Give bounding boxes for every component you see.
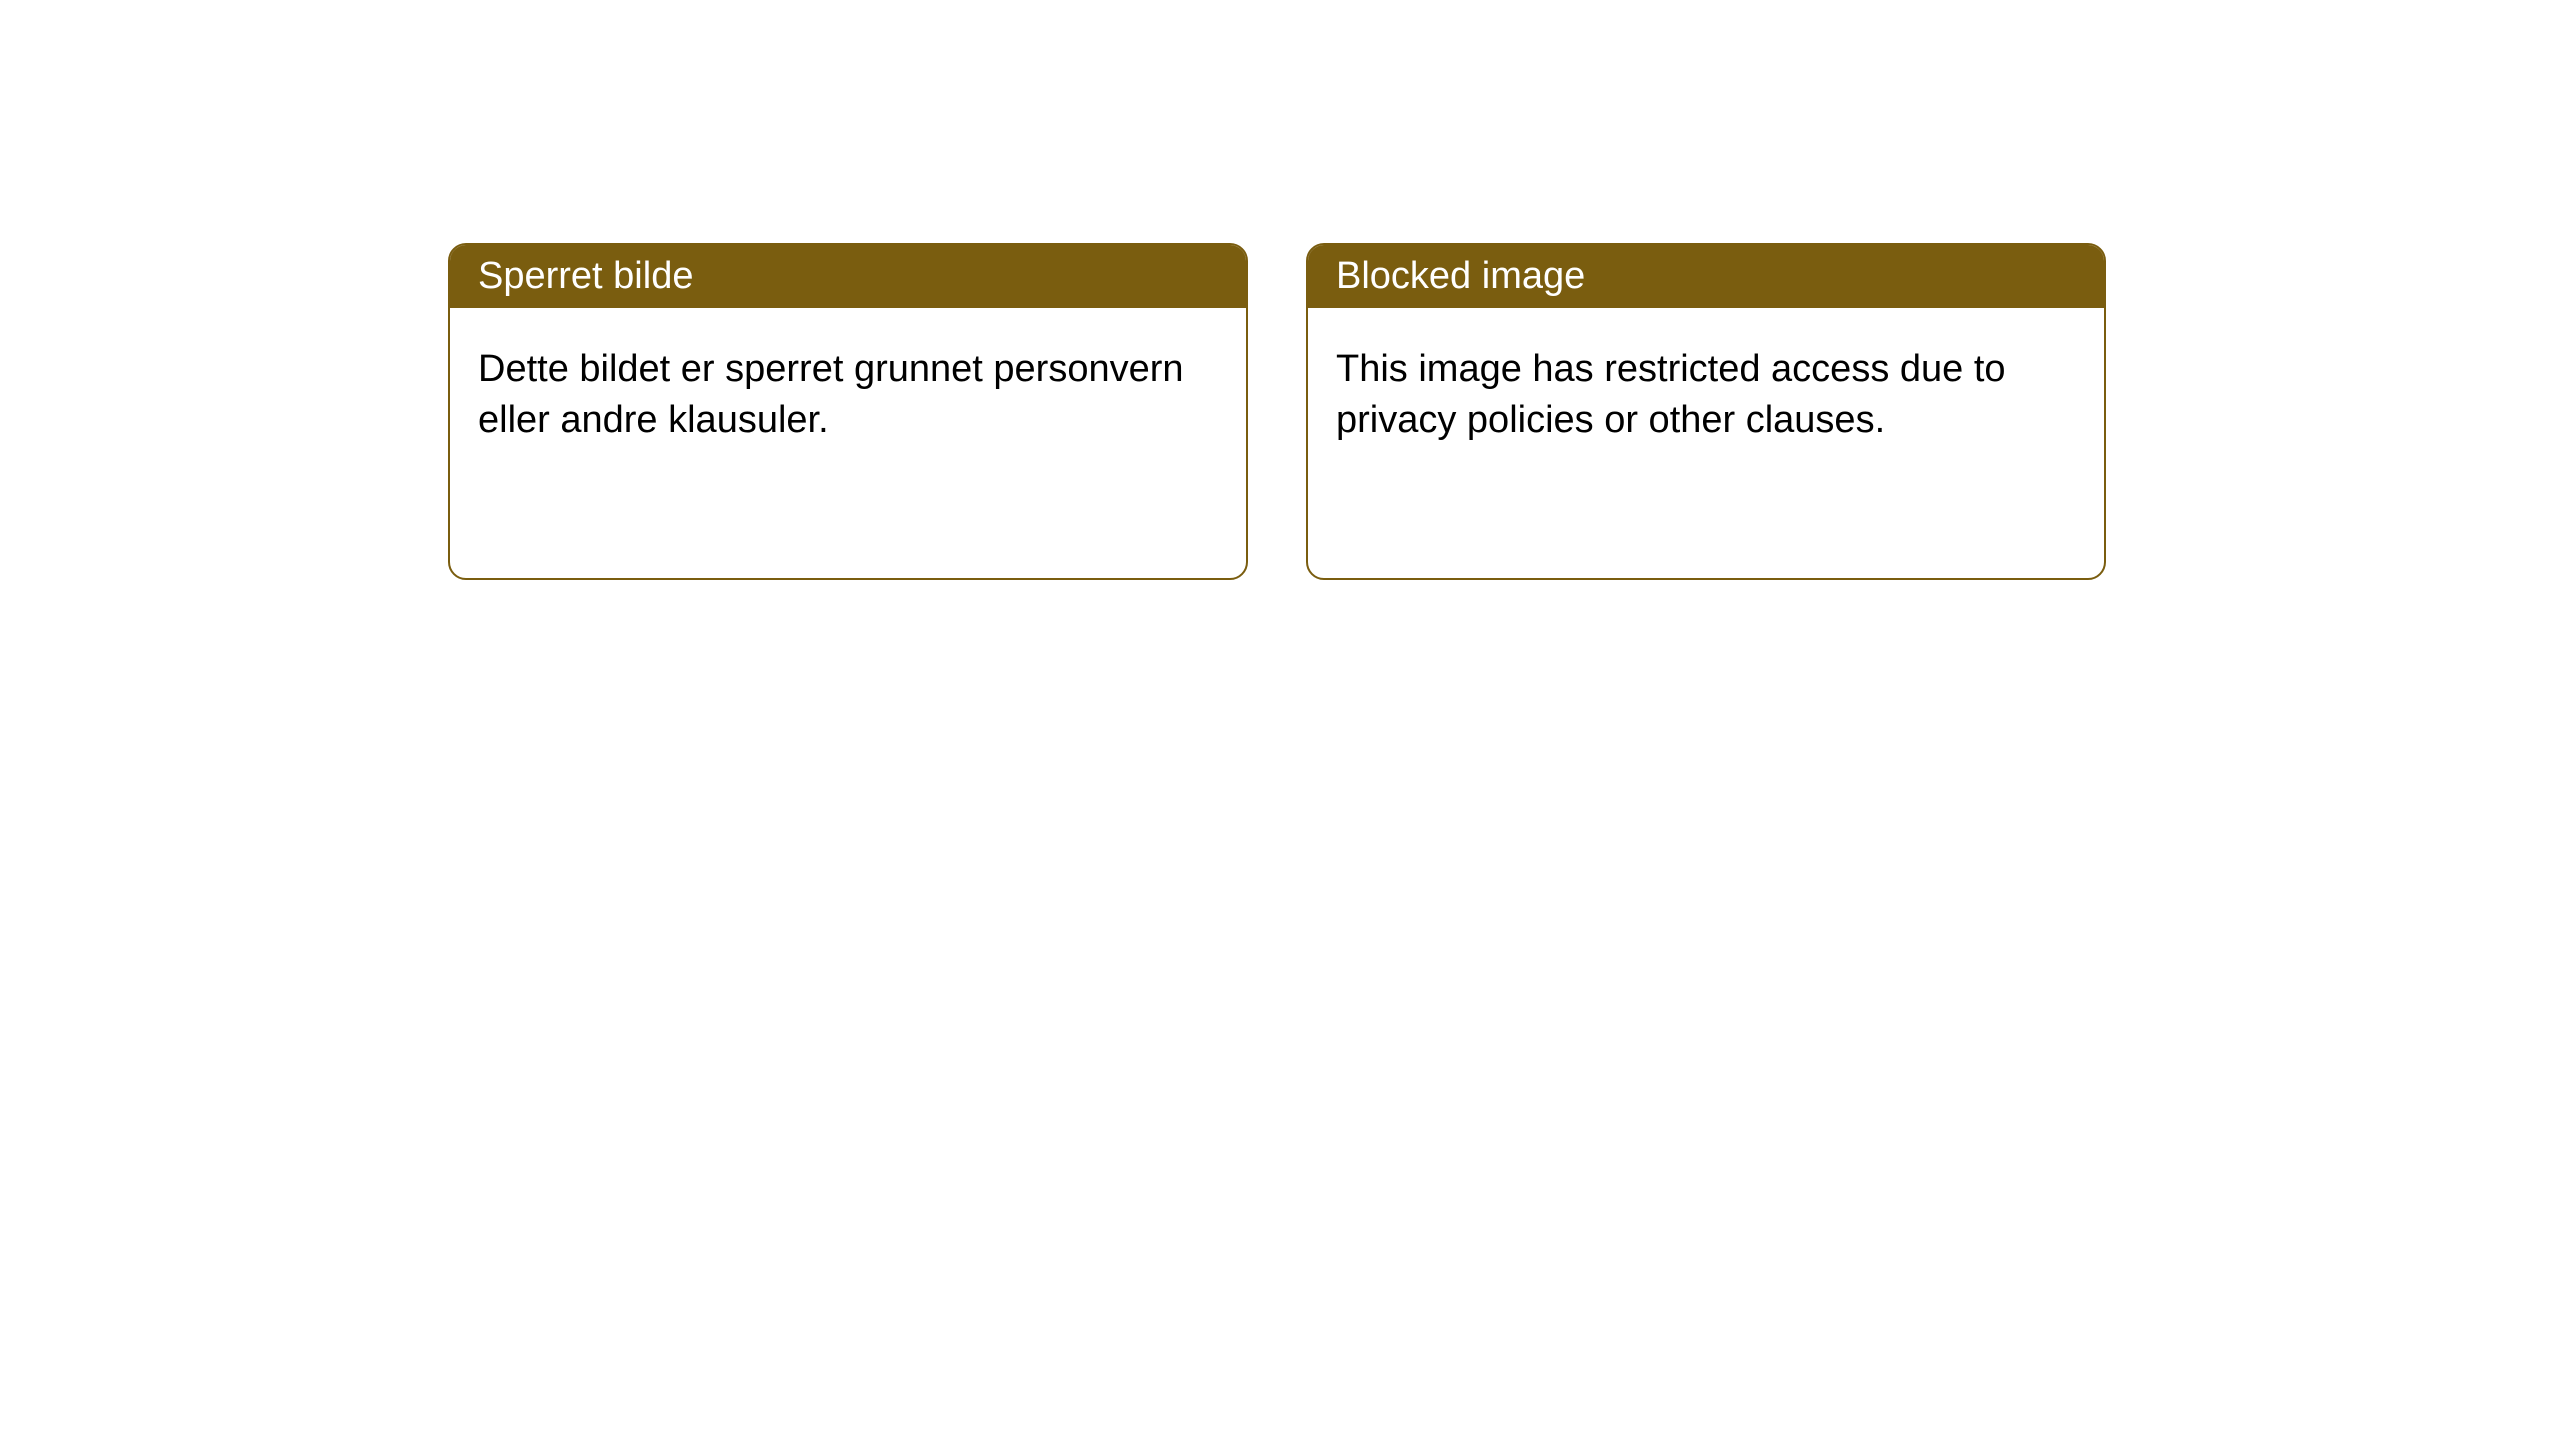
notice-card-english: Blocked image This image has restricted … <box>1306 243 2106 580</box>
notice-card-norwegian: Sperret bilde Dette bildet er sperret gr… <box>448 243 1248 580</box>
card-title: Sperret bilde <box>478 255 693 297</box>
notice-cards-container: Sperret bilde Dette bildet er sperret gr… <box>448 243 2106 580</box>
card-body: Dette bildet er sperret grunnet personve… <box>450 308 1246 578</box>
card-header: Blocked image <box>1308 245 2104 308</box>
card-title: Blocked image <box>1336 255 1585 297</box>
card-header: Sperret bilde <box>450 245 1246 308</box>
card-body-text: This image has restricted access due to … <box>1336 348 2006 441</box>
card-body-text: Dette bildet er sperret grunnet personve… <box>478 348 1184 441</box>
card-body: This image has restricted access due to … <box>1308 308 2104 578</box>
